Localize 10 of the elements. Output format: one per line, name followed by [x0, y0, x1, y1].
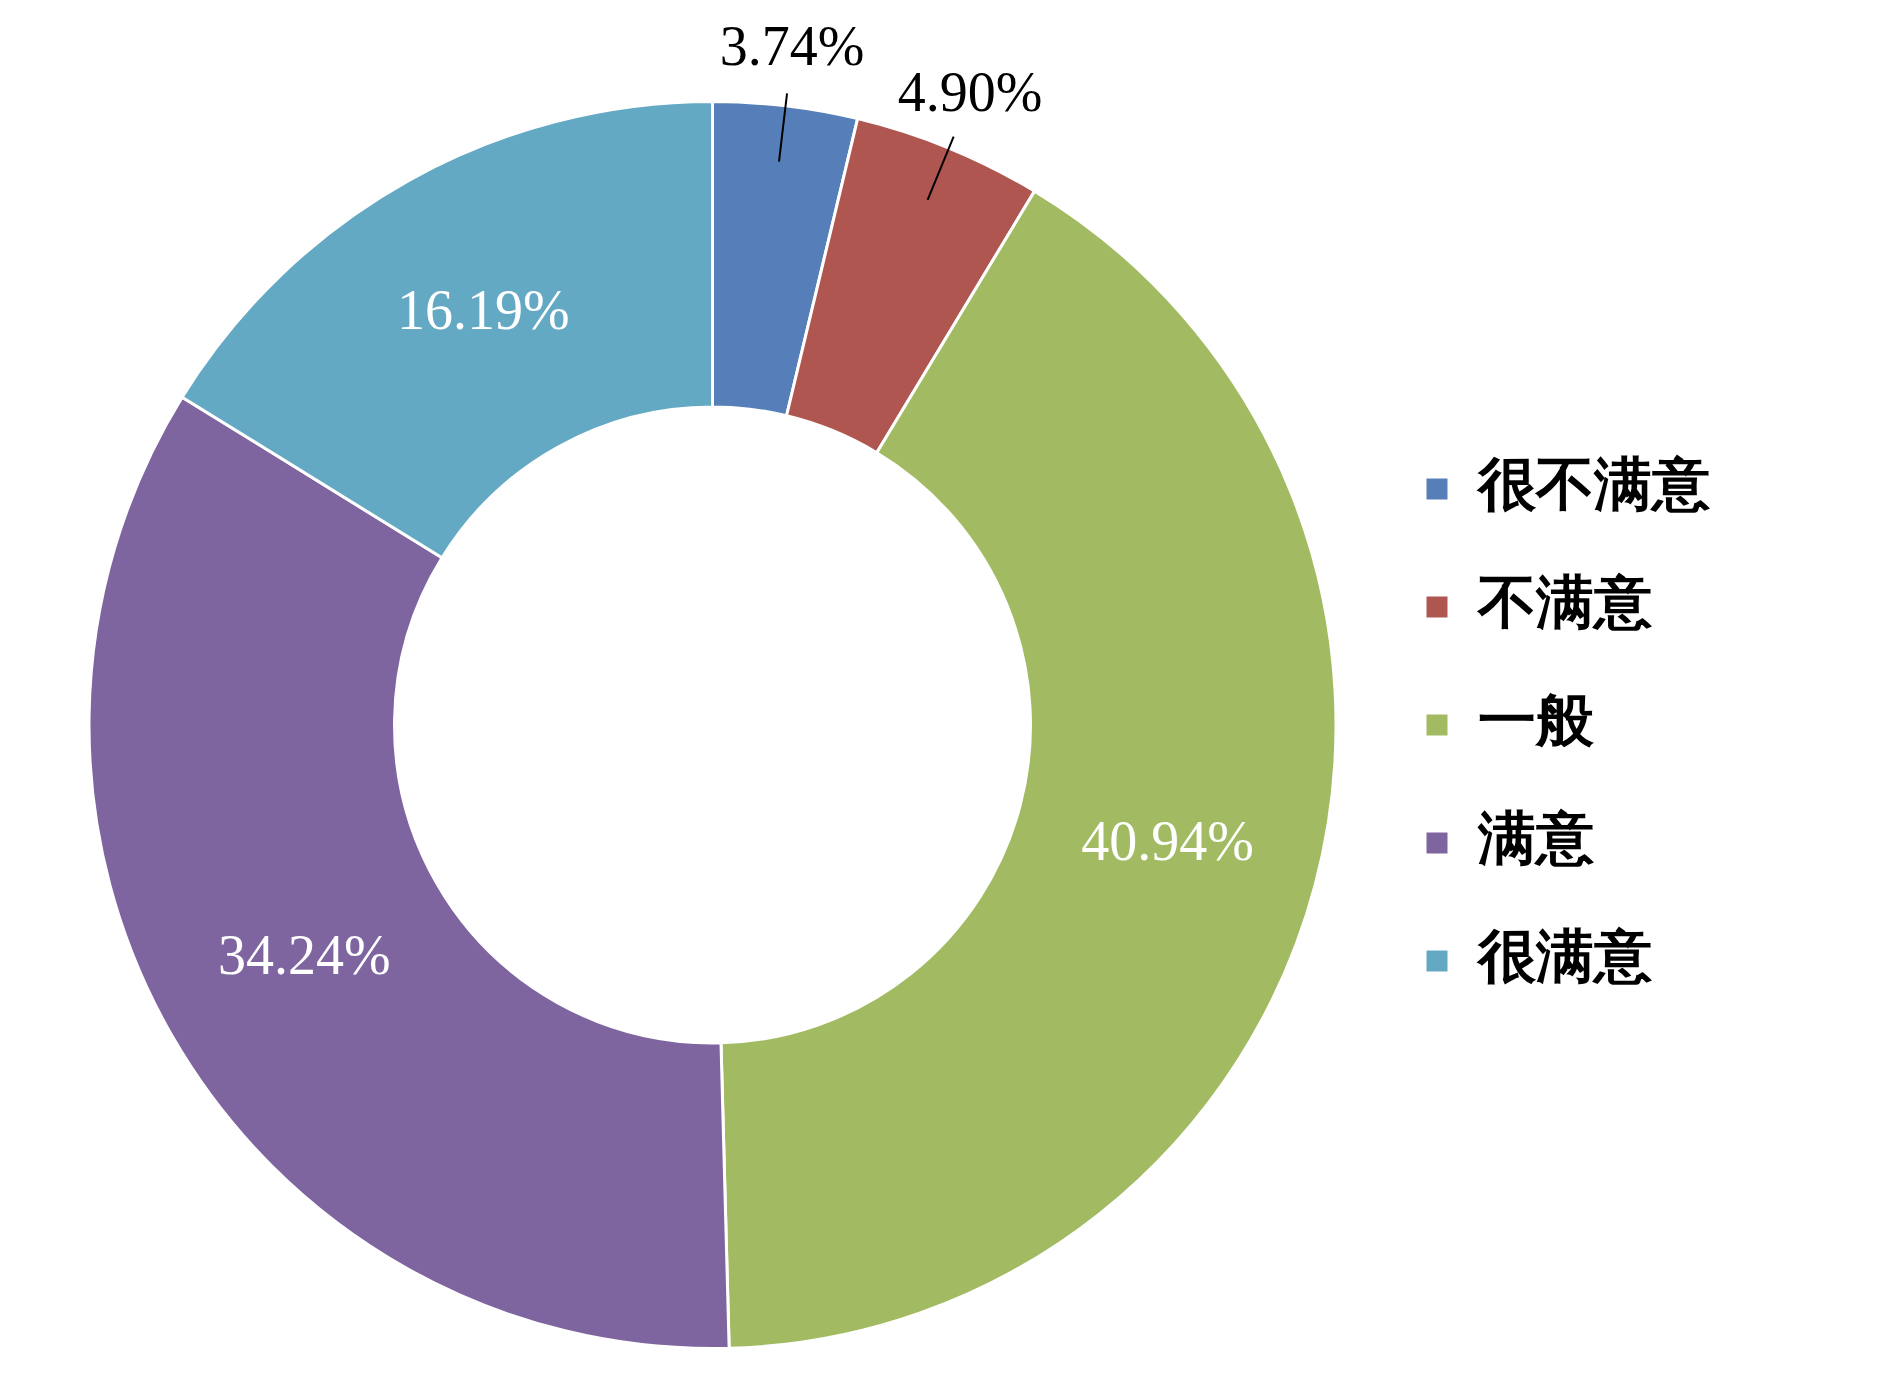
legend-label: 很不满意: [1476, 450, 1710, 519]
legend-label: 满意: [1477, 804, 1594, 873]
data-label: 4.90%: [897, 60, 1043, 123]
data-label: 16.19%: [396, 278, 570, 341]
legend-label: 一般: [1478, 686, 1595, 755]
data-label: 34.24%: [218, 924, 391, 987]
legend-label: 很满意: [1476, 922, 1652, 991]
data-label: 3.74%: [719, 14, 865, 77]
legend-label: 不满意: [1476, 568, 1652, 637]
data-label: 40.94%: [1081, 809, 1254, 872]
